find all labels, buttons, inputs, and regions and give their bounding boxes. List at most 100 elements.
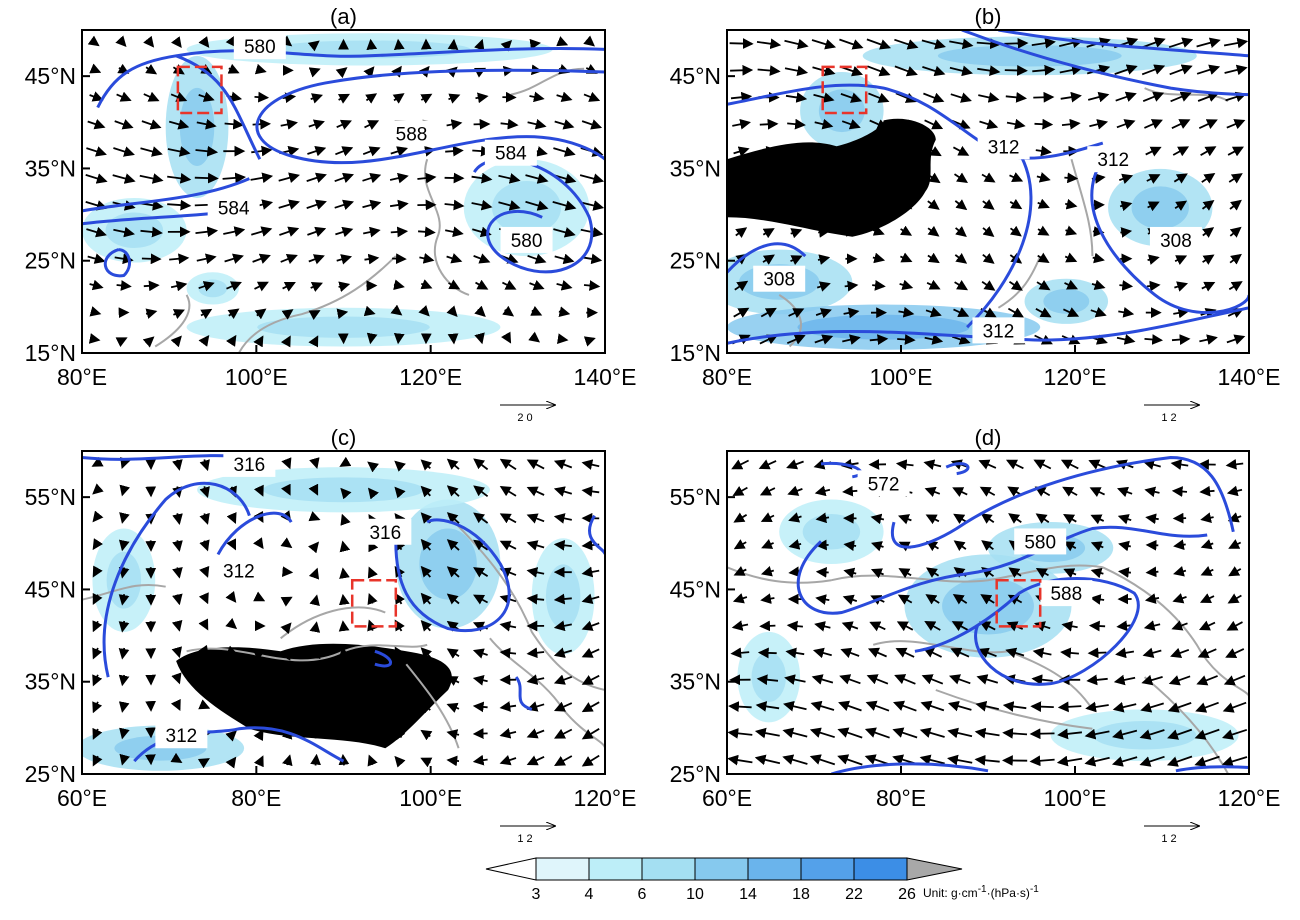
wind-arrow (92, 565, 103, 578)
wind-arrow (420, 729, 433, 741)
wind-arrow (1226, 620, 1243, 631)
wind-arrow (418, 226, 436, 238)
wind-arrow (338, 673, 350, 685)
wind-arrow (733, 539, 747, 550)
wind-arrow (447, 38, 459, 51)
country-border (1143, 676, 1229, 774)
wind-arrow (116, 91, 132, 102)
wind-arrow (1144, 334, 1163, 345)
wind-arrow (727, 727, 753, 739)
x-tick-label: 80°E (876, 785, 926, 811)
wind-arrow (92, 727, 103, 740)
wind-arrow (1199, 485, 1215, 497)
wind-arrow (1197, 648, 1217, 658)
wind-arrow (252, 253, 271, 264)
wind-arrow (1174, 255, 1188, 266)
wind-arrow (783, 700, 807, 712)
wind-arrow (253, 702, 264, 715)
wind-arrow (390, 304, 403, 316)
wind-arrow (1120, 227, 1133, 238)
map-panel-c: 316 316 312 312 (c) 60°E 80°E 100°E 120°E 25°N 35°… (25, 425, 637, 845)
wind-arrow (785, 647, 805, 659)
wind-arrow (734, 280, 749, 292)
wind-arrow (1009, 198, 1023, 210)
wind-arrow (1168, 675, 1191, 686)
y-tick-label: 45°N (670, 576, 721, 602)
contour-label: 588 (1050, 584, 1082, 605)
wind-arrow (1056, 755, 1083, 767)
wind-arrow (1147, 254, 1160, 265)
wind-arrow (842, 594, 858, 605)
wind-arrow (553, 620, 572, 632)
wind-arrow (87, 118, 106, 130)
wind-arrow (1172, 146, 1190, 157)
wind-arrow (198, 644, 209, 657)
y-tick-label: 35°N (25, 669, 76, 695)
wind-arrow (1173, 307, 1190, 319)
wind-arrow (815, 566, 829, 578)
wind-arrow (924, 119, 944, 130)
wind-arrow (172, 566, 183, 579)
moisture-shading-core (751, 652, 786, 702)
wind-arrow (950, 92, 972, 103)
wind-arrow (1172, 593, 1187, 604)
wind-arrow (499, 754, 517, 766)
wind-arrow (978, 92, 1000, 103)
wind-arrow (870, 541, 884, 552)
wind-arrow (171, 672, 182, 685)
wind-arrow (1173, 173, 1188, 184)
wind-arrow (949, 65, 973, 77)
wind-arrow (1084, 755, 1110, 767)
wind-arrow (1060, 91, 1082, 103)
wind-arrow (982, 253, 995, 264)
wind-arrow (864, 727, 890, 739)
colorbar-level-label: 6 (638, 886, 647, 903)
wind-arrow (979, 119, 999, 130)
wind-arrow (474, 38, 485, 51)
y-tick-label: 45°N (25, 63, 76, 89)
geopotential-contour (727, 83, 1104, 160)
wind-arrow (1200, 539, 1214, 550)
wind-arrow (280, 537, 293, 549)
wind-arrow (788, 539, 802, 550)
wind-arrow (197, 671, 210, 684)
wind-arrow (337, 93, 350, 104)
x-tick-label: 60°E (57, 785, 107, 811)
wind-arrow (1139, 729, 1165, 740)
wind-arrow (1145, 566, 1159, 578)
wind-arrow (1057, 701, 1082, 713)
wind-arrow (529, 91, 545, 103)
contour-label-bg (484, 139, 537, 166)
wind-arrow (473, 539, 489, 551)
wind-arrow (141, 253, 162, 265)
wind-arrow (1113, 674, 1136, 686)
wind-arrow (949, 38, 974, 50)
wind-arrow (199, 486, 210, 499)
wind-arrow (1090, 541, 1104, 552)
contour-label-bg (500, 226, 553, 253)
wind-arrow (170, 335, 182, 348)
wind-arrow (899, 198, 913, 210)
wind-arrow (735, 200, 748, 212)
contour-label-bg (972, 317, 1025, 344)
wind-arrow (446, 729, 460, 740)
wind-arrow (1194, 728, 1220, 740)
wind-arrow (922, 65, 946, 77)
wind-arrow (949, 674, 971, 685)
wind-arrow (1170, 459, 1189, 470)
wind-arrow (921, 674, 944, 685)
wind-arrow (1171, 119, 1191, 130)
x-tick-label: 120°E (1218, 785, 1281, 811)
wind-arrow (1116, 119, 1136, 130)
wind-arrow (952, 594, 968, 605)
wind-arrow (447, 333, 459, 345)
wind-arrow (1229, 253, 1242, 265)
wind-arrow (142, 336, 155, 348)
wind-arrow (1202, 254, 1215, 265)
contour-label-bg (155, 722, 208, 749)
geopotential-contour (103, 248, 132, 278)
wind-arrow (818, 227, 830, 238)
wind-arrow (730, 647, 750, 659)
wind-arrow (171, 619, 183, 632)
wind-arrow (308, 254, 325, 265)
